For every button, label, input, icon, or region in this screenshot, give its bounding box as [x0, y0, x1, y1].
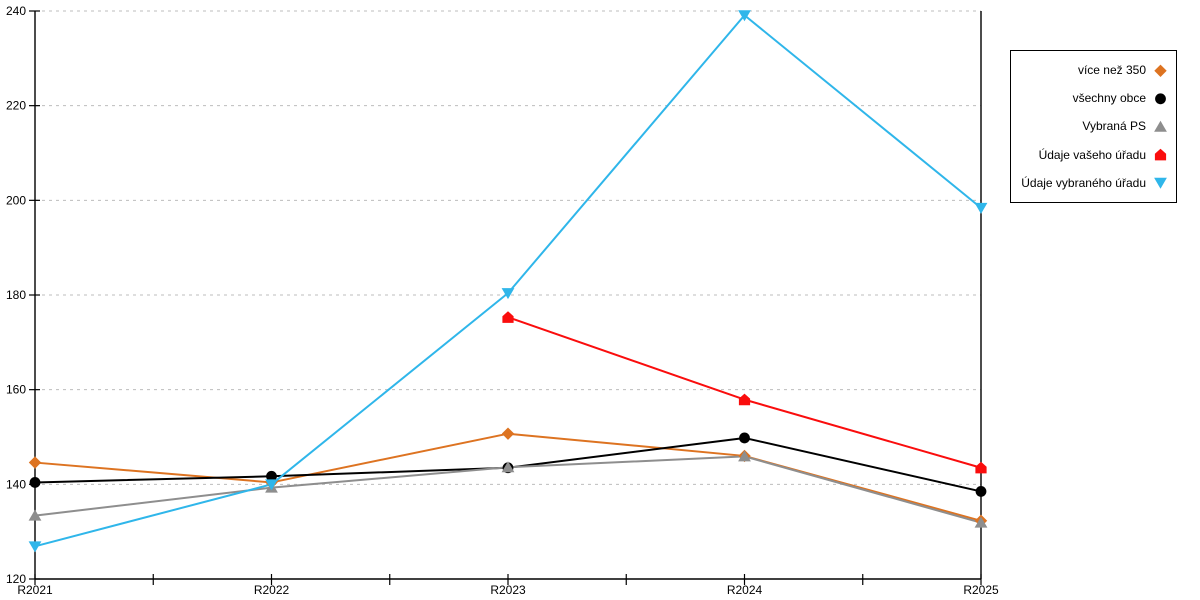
data-point-circle	[739, 432, 750, 444]
legend-item: všechny obce	[1011, 91, 1176, 106]
series-line-4	[507, 316, 982, 469]
y-tick-label: 200	[6, 193, 26, 207]
data-point-triangle-down	[28, 541, 42, 553]
legend-item: Údaje vybraného úřadu	[1011, 175, 1176, 190]
x-tick-label: R2023	[490, 583, 526, 597]
legend-item: více než 350	[1011, 63, 1176, 78]
legend-label: všechny obce	[1072, 91, 1146, 106]
legend-label: Vybraná PS	[1082, 119, 1146, 134]
y-tick-label: 140	[6, 477, 26, 491]
legend-label: více než 350	[1077, 63, 1146, 78]
data-point-triangle-down	[265, 479, 278, 491]
data-point-triangle-down	[501, 288, 515, 300]
data-point-circle	[29, 477, 41, 488]
legend-marker-triangle-down-icon	[1154, 178, 1167, 190]
x-tick-label: R2024	[727, 583, 763, 597]
y-tick-label: 120	[6, 572, 26, 586]
data-point-triangle-up	[501, 461, 515, 473]
chart-legend: více než 350 všechny obce Vybraná PS Údaje …	[1010, 50, 1177, 203]
data-point-triangle-up	[738, 450, 751, 462]
data-point-triangle-down	[974, 202, 988, 214]
legend-item: Údaje vašeho úřadu	[1011, 147, 1176, 162]
data-point-pentagon	[502, 311, 514, 323]
series-line-1	[34, 432, 982, 522]
legend-marker-circle-icon	[1155, 93, 1166, 104]
legend-label: Údaje vašeho úřadu	[1038, 147, 1146, 162]
data-point-diamond	[28, 456, 42, 469]
legend-marker-pentagon-icon	[1154, 148, 1167, 161]
x-tick-label: R2021	[17, 583, 53, 597]
y-tick-label: 180	[6, 288, 26, 302]
legend-label: Údaje vybraného úřadu	[1021, 175, 1146, 190]
legend-marker-diamond-icon	[1154, 64, 1167, 77]
legend-item: Vybraná PS	[1011, 119, 1176, 134]
y-tick-label: 240	[6, 4, 26, 18]
legend-marker-triangle-up-icon	[1154, 120, 1167, 132]
y-tick-label: 160	[6, 383, 26, 397]
data-point-triangle-down	[738, 10, 751, 22]
data-point-pentagon	[738, 393, 751, 406]
x-tick-label: R2022	[254, 583, 290, 597]
data-point-triangle-up	[28, 509, 42, 521]
data-point-pentagon	[975, 461, 987, 474]
x-tick-label: R2025	[963, 583, 999, 597]
y-tick-label: 220	[6, 99, 26, 113]
data-point-diamond	[501, 427, 515, 440]
data-point-circle	[266, 470, 277, 482]
data-point-triangle-up	[974, 516, 988, 528]
data-point-circle	[975, 486, 987, 497]
